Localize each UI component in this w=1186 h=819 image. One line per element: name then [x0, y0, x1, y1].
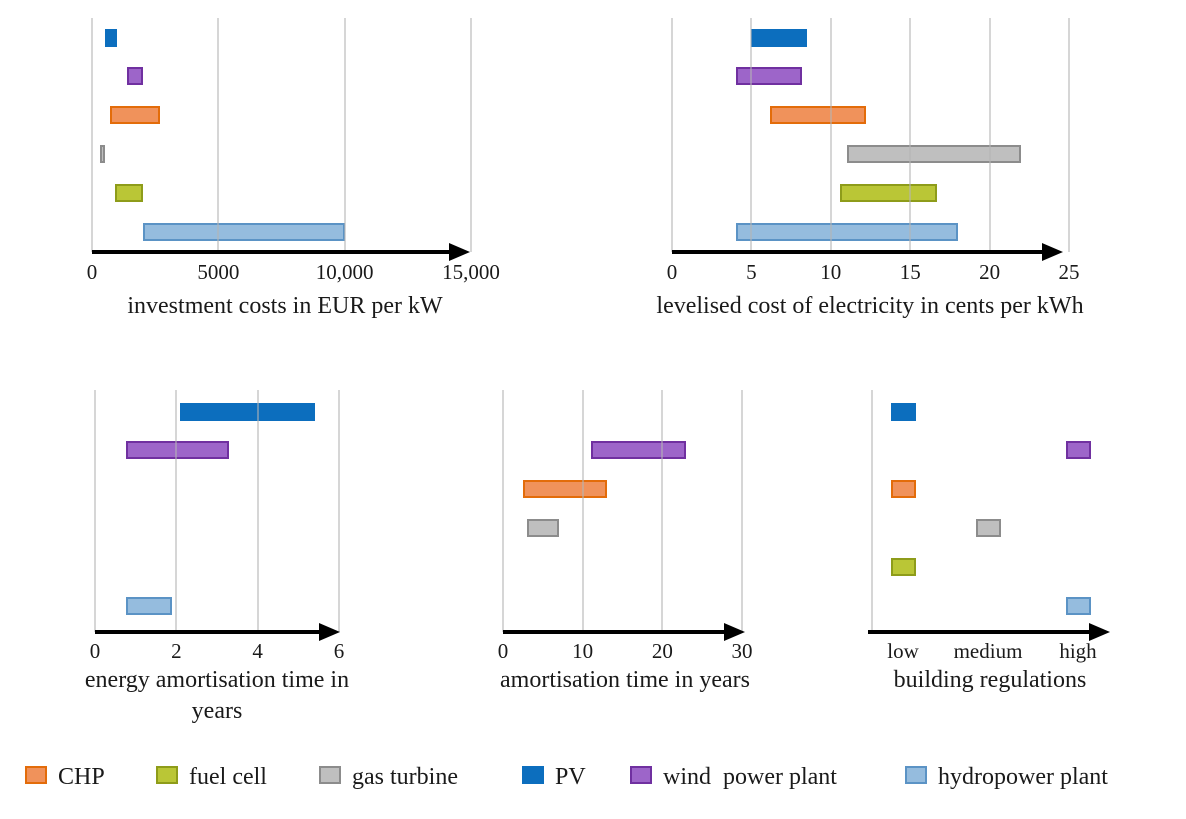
- legend-swatch-hydropower-plant: [905, 766, 927, 784]
- tick-label-5: 5: [746, 260, 757, 284]
- marker-hydropower-plant: [1065, 597, 1091, 615]
- tick-label-10: 10: [820, 260, 842, 284]
- tick-label-0: 0: [89, 639, 101, 663]
- bar-wind-power-plant: [735, 67, 803, 85]
- gridline-20: [661, 390, 664, 632]
- x-axis-arrowhead-icon: [724, 623, 745, 641]
- tick-label-15,000: 15,000: [442, 260, 500, 284]
- tick-label-30: 30: [731, 639, 753, 663]
- gridline-10,000: [343, 18, 346, 252]
- bar-gas-turbine: [526, 519, 559, 537]
- x-axis-line: [92, 250, 451, 254]
- x-axis-line: [95, 630, 321, 634]
- legend-label-chp: CHP: [58, 764, 105, 790]
- marker-wind-power-plant: [1065, 441, 1091, 459]
- bar-fuel-cell: [840, 184, 938, 202]
- category-label-high: high: [1059, 639, 1097, 663]
- tick-label-15: 15: [899, 260, 921, 284]
- legend-label-gas-turbine: gas turbine: [352, 764, 458, 790]
- legend-swatch-pv: [522, 766, 544, 784]
- tick-label-2: 2: [171, 639, 182, 663]
- bar-hydropower-plant: [735, 223, 958, 241]
- tick-label-5000: 5000: [197, 260, 240, 284]
- bar-wind-power-plant: [127, 67, 143, 85]
- x-axis-arrowhead-icon: [449, 243, 470, 261]
- gridline-15,000: [470, 18, 472, 252]
- tick-label-6: 6: [333, 639, 345, 663]
- gridline-10: [829, 18, 832, 252]
- bar-hydropower-plant: [125, 597, 173, 615]
- bar-hydropower-plant: [142, 223, 345, 241]
- x-axis-line: [868, 630, 1091, 634]
- marker-pv: [890, 403, 916, 421]
- bar-gas-turbine: [99, 145, 105, 163]
- category-label-medium: medium: [953, 639, 1023, 663]
- tick-label-25: 25: [1058, 260, 1080, 284]
- legend-label-fuel-cell: fuel cell: [189, 764, 267, 790]
- legend-swatch-fuel-cell: [156, 766, 178, 784]
- x-axis-line: [672, 250, 1044, 254]
- marker-fuel-cell: [890, 558, 916, 576]
- tick-label-0: 0: [86, 260, 98, 284]
- legend-label-pv: PV: [555, 764, 586, 790]
- x-axis-arrowhead-icon: [319, 623, 340, 641]
- bar-gas-turbine: [846, 145, 1022, 163]
- tick-label-10: 10: [572, 639, 594, 663]
- gridline-0: [94, 390, 96, 632]
- gridline-0: [91, 18, 93, 252]
- legend-swatch-gas-turbine: [319, 766, 341, 784]
- chart-title-energy-amortisation-time: energy amortisation time in years: [84, 667, 350, 724]
- bar-pv: [180, 403, 315, 421]
- tick-label-4: 4: [252, 639, 263, 663]
- legend-swatch-chp: [25, 766, 47, 784]
- x-axis-arrowhead-icon: [1089, 623, 1110, 641]
- chart-title-investment-costs: investment costs in EUR per kW: [127, 293, 443, 319]
- gridline-5: [750, 18, 753, 252]
- gridline-0: [502, 390, 504, 632]
- x-axis-line: [503, 630, 726, 634]
- gridline-2: [175, 390, 178, 632]
- legend-label-hydropower-plant: hydropower plant: [938, 764, 1108, 790]
- marker-chp: [890, 480, 916, 498]
- bar-chp: [770, 106, 866, 124]
- gridline-20: [988, 18, 991, 252]
- bar-fuel-cell: [114, 184, 143, 202]
- category-label-low: low: [887, 639, 919, 663]
- bar-pv: [751, 29, 807, 47]
- marker-gas-turbine: [975, 519, 1001, 537]
- tick-label-10,000: 10,000: [315, 260, 374, 284]
- bar-wind-power-plant: [590, 441, 687, 459]
- legend-label-wind-power-plant: wind power plant: [663, 764, 837, 790]
- gridline-30: [741, 390, 743, 632]
- gridline-0: [671, 18, 673, 252]
- gridline-25: [1068, 18, 1070, 252]
- chart-title-building-regulations: building regulations: [893, 667, 1087, 693]
- gridline-4: [256, 390, 259, 632]
- gridline-5000: [217, 18, 220, 252]
- tick-label-0: 0: [666, 260, 678, 284]
- bar-chp: [522, 480, 607, 498]
- tick-label-0: 0: [497, 639, 509, 663]
- gridline-axis-start: [871, 390, 873, 632]
- bar-chp: [109, 106, 161, 124]
- gridline-10: [581, 390, 584, 632]
- gridline-6: [338, 390, 340, 632]
- bar-wind-power-plant: [125, 441, 230, 459]
- chart-title-amortisation-time: amortisation time in years: [500, 667, 750, 693]
- bar-pv: [104, 29, 118, 47]
- tick-label-20: 20: [651, 639, 673, 663]
- chart-title-levelised-cost: levelised cost of electricity in cents p…: [656, 293, 1084, 319]
- x-axis-arrowhead-icon: [1042, 243, 1063, 261]
- gridline-15: [909, 18, 912, 252]
- tick-label-20: 20: [979, 260, 1001, 284]
- legend-swatch-wind-power-plant: [630, 766, 652, 784]
